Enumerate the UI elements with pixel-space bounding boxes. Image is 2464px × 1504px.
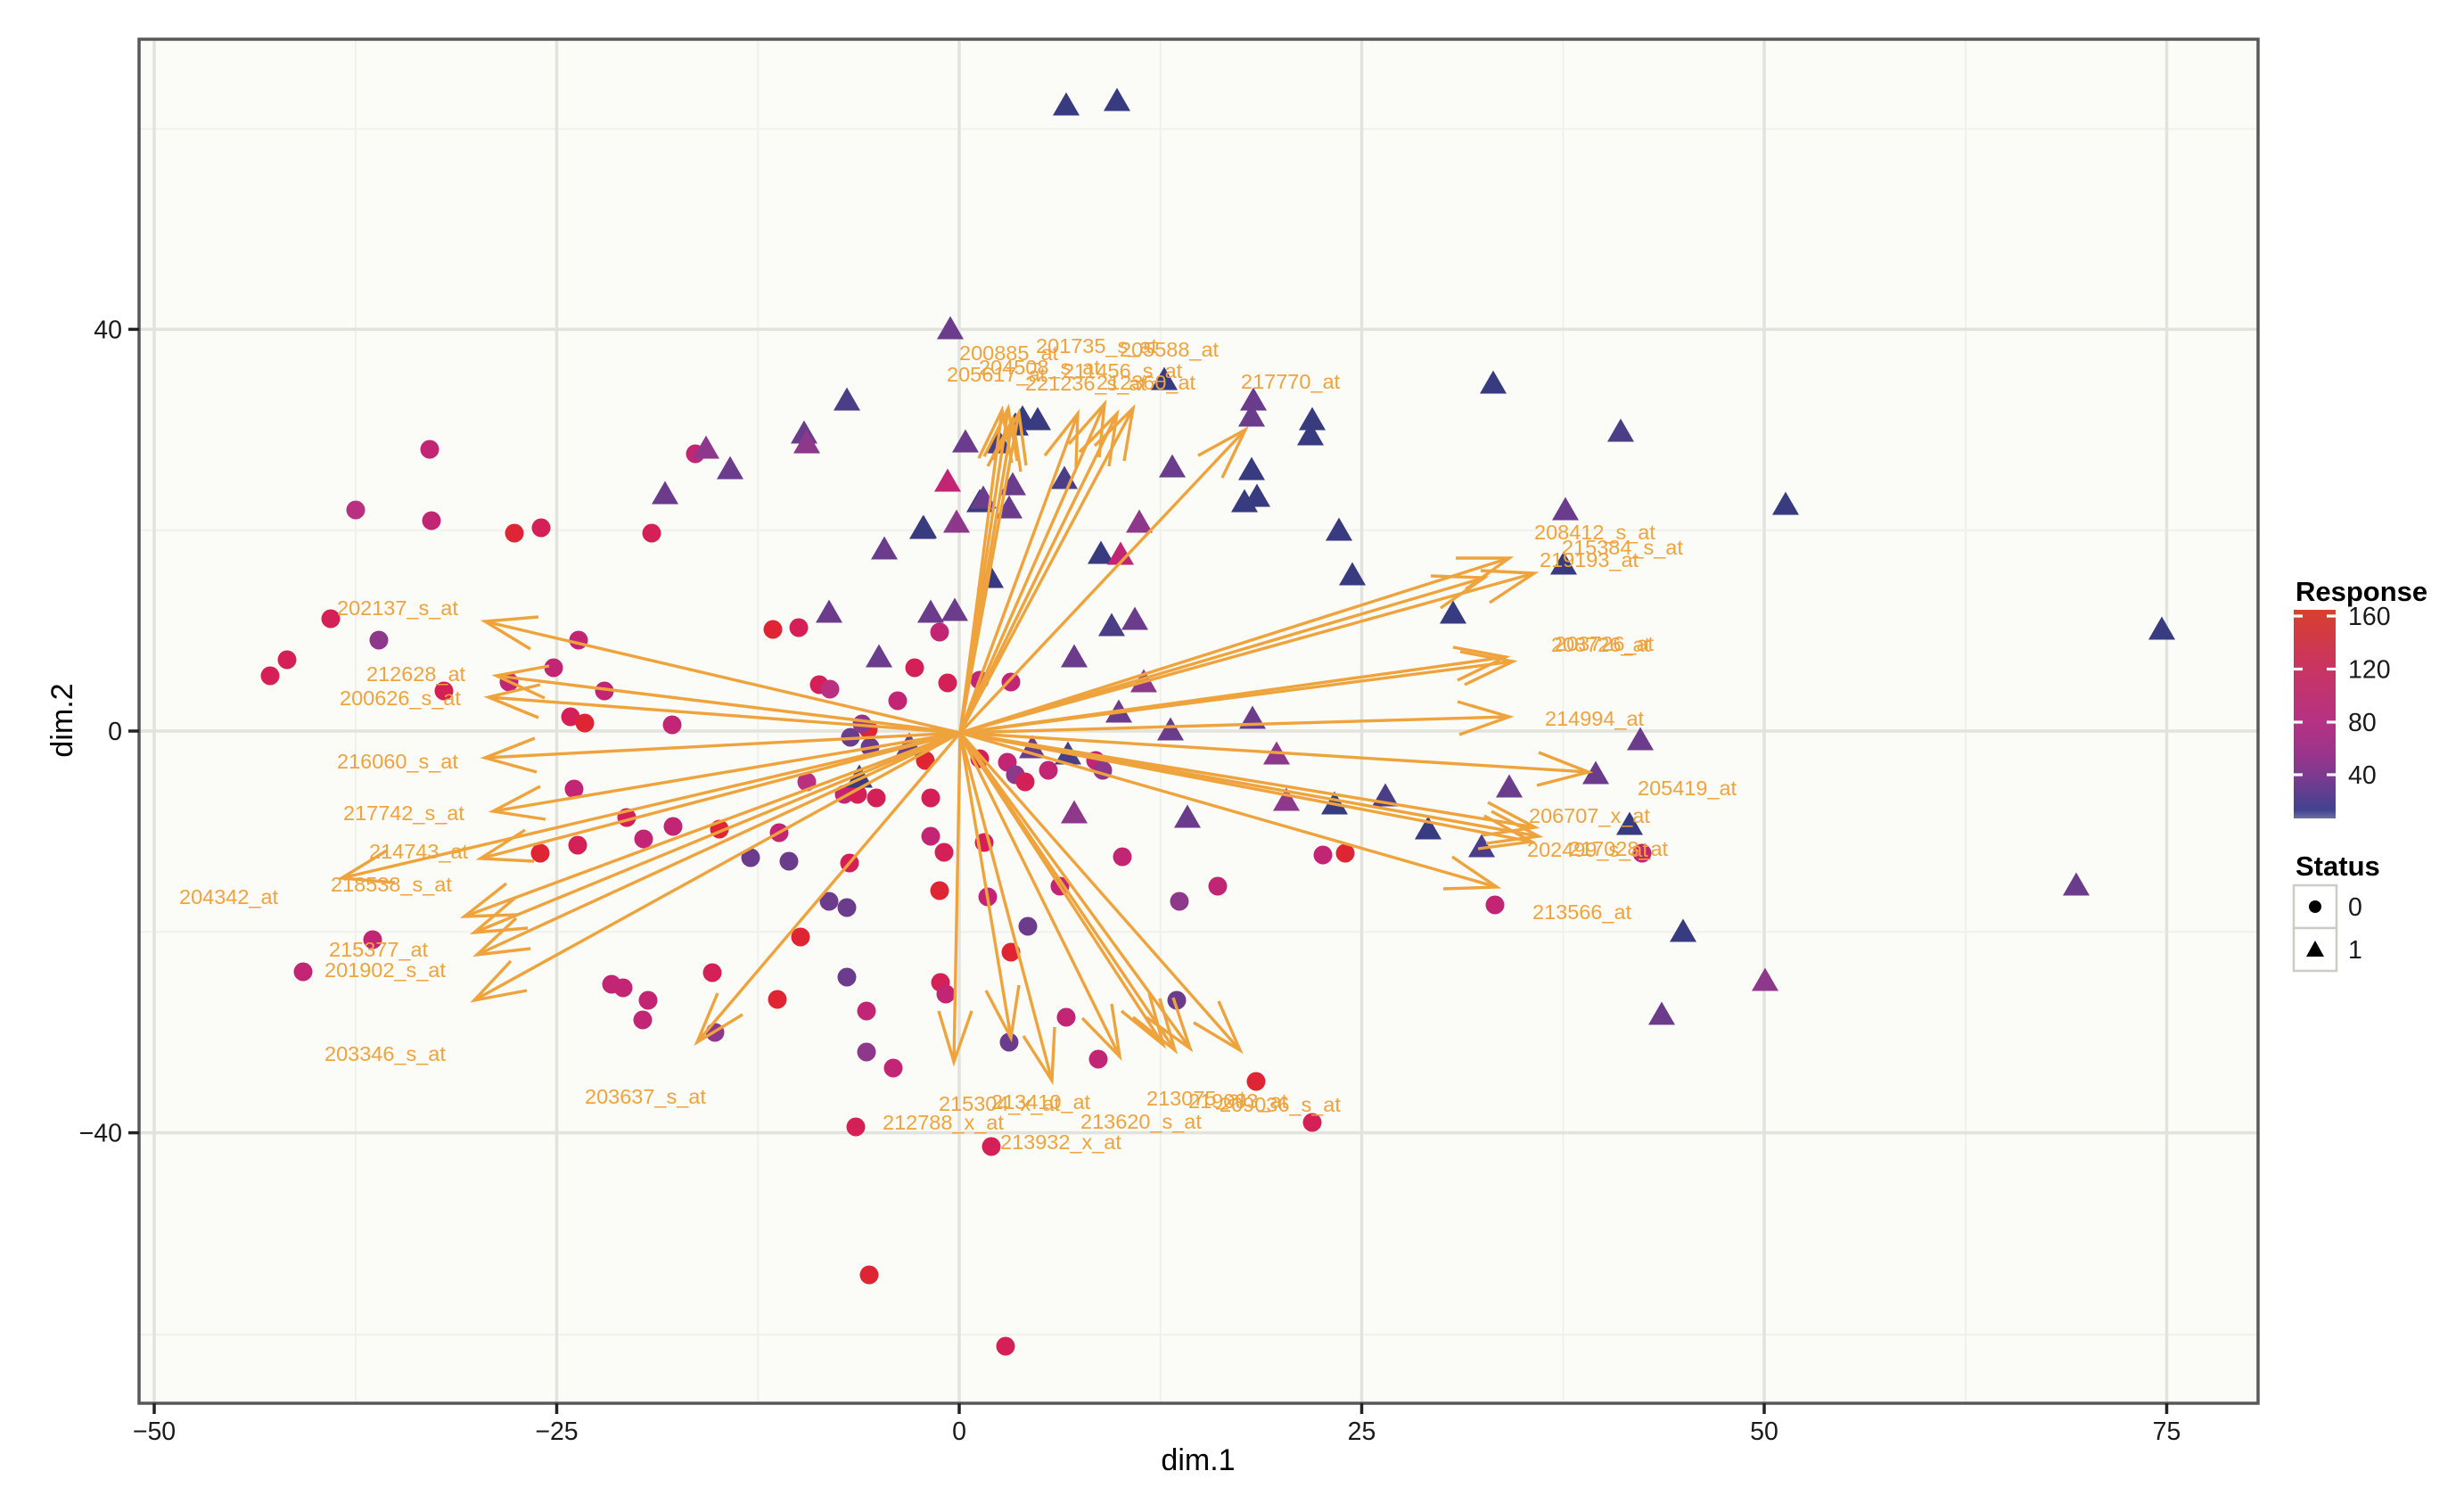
- svg-text:201735_s_at: 201735_s_at: [1036, 334, 1157, 358]
- svg-text:203346_s_at: 203346_s_at: [324, 1042, 446, 1065]
- svg-text:1: 1: [2348, 936, 2362, 965]
- svg-text:200885_at: 200885_at: [959, 341, 1059, 365]
- svg-text:216060_s_at: 216060_s_at: [337, 750, 458, 773]
- svg-text:214743_at: 214743_at: [369, 840, 469, 863]
- svg-text:0: 0: [952, 1418, 966, 1446]
- svg-text:211456_s_at: 211456_s_at: [1063, 359, 1183, 382]
- svg-text:208412_s_at: 208412_s_at: [1534, 521, 1655, 544]
- svg-text:214994_at: 214994_at: [1545, 707, 1645, 730]
- svg-text:219093_at: 219093_at: [1188, 1089, 1288, 1113]
- svg-text:209036_s_at: 209036_s_at: [1220, 1093, 1341, 1116]
- svg-text:217028_at: 217028_at: [1569, 837, 1669, 860]
- svg-text:dim.2: dim.2: [45, 683, 79, 757]
- svg-text:212628_at: 212628_at: [366, 662, 466, 686]
- svg-text:219193_at: 219193_at: [1540, 548, 1639, 571]
- svg-text:50: 50: [1750, 1418, 1778, 1446]
- svg-text:202137_s_at: 202137_s_at: [337, 596, 458, 620]
- svg-text:213075_at: 213075_at: [1146, 1087, 1246, 1110]
- svg-text:75: 75: [2153, 1418, 2181, 1446]
- svg-text:212360_at: 212360_at: [1096, 371, 1196, 394]
- svg-text:218538_s_at: 218538_s_at: [331, 873, 452, 896]
- svg-text:Response: Response: [2296, 576, 2427, 607]
- svg-text:160: 160: [2348, 603, 2391, 631]
- svg-text:−40: −40: [79, 1120, 122, 1148]
- svg-text:213620_s_at: 213620_s_at: [1080, 1110, 1202, 1133]
- svg-text:204342_at: 204342_at: [179, 885, 279, 908]
- svg-text:120: 120: [2348, 656, 2391, 685]
- svg-text:213566_at: 213566_at: [1532, 900, 1632, 924]
- svg-text:204508_s_at: 204508_s_at: [979, 356, 1100, 379]
- svg-text:215377_at: 215377_at: [329, 938, 429, 961]
- svg-text:205617_at: 205617_at: [947, 363, 1047, 386]
- svg-text:80: 80: [2348, 709, 2377, 737]
- svg-text:206707_x_at: 206707_x_at: [1529, 804, 1650, 827]
- svg-text:−50: −50: [133, 1418, 176, 1446]
- svg-text:0: 0: [108, 718, 122, 746]
- svg-text:Status: Status: [2296, 851, 2380, 882]
- svg-text:215304_x_at: 215304_x_at: [939, 1092, 1060, 1115]
- svg-text:203726_at: 203726_at: [1555, 632, 1655, 655]
- svg-text:200626_s_at: 200626_s_at: [340, 686, 461, 710]
- svg-text:213932_x_at: 213932_x_at: [1000, 1130, 1121, 1154]
- svg-text:0: 0: [2348, 893, 2362, 922]
- svg-text:203637_s_at: 203637_s_at: [585, 1085, 706, 1108]
- svg-text:202499_s_at: 202499_s_at: [1527, 838, 1648, 861]
- svg-text:dim.1: dim.1: [1161, 1443, 1235, 1477]
- svg-text:201902_s_at: 201902_s_at: [324, 958, 446, 982]
- svg-text:205419_at: 205419_at: [1638, 777, 1737, 800]
- svg-text:213410_at: 213410_at: [991, 1090, 1091, 1114]
- svg-text:40: 40: [94, 316, 122, 344]
- svg-text:40: 40: [2348, 761, 2377, 790]
- svg-text:25: 25: [1348, 1418, 1376, 1446]
- svg-text:217770_at: 217770_at: [1241, 370, 1341, 393]
- svg-text:221236_s_at: 221236_s_at: [1025, 372, 1146, 395]
- svg-text:−25: −25: [535, 1418, 578, 1446]
- svg-text:205588_at: 205588_at: [1120, 338, 1220, 361]
- svg-text:208726_at: 208726_at: [1551, 633, 1651, 656]
- svg-text:212788_x_at: 212788_x_at: [883, 1111, 1004, 1134]
- svg-text:217742_s_at: 217742_s_at: [343, 801, 464, 825]
- svg-text:215384_s_at: 215384_s_at: [1562, 536, 1683, 559]
